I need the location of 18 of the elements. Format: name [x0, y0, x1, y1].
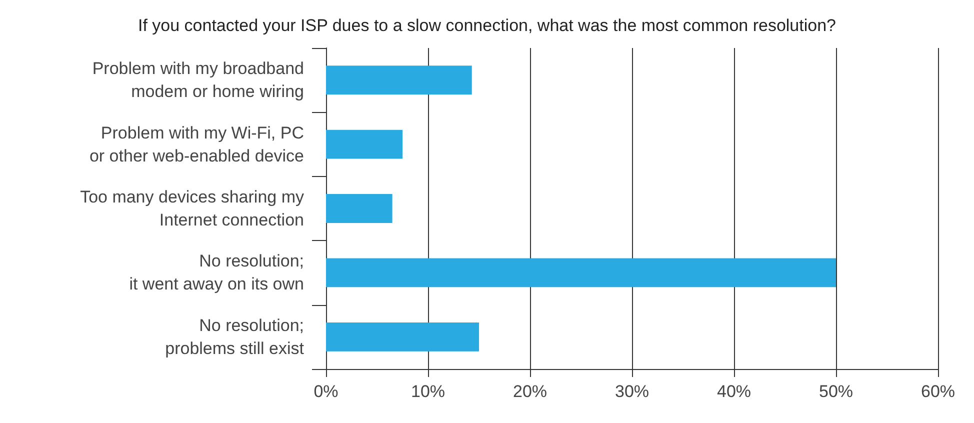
x-tick-label: 30%: [614, 382, 650, 401]
x-tick-label: 40%: [716, 382, 752, 401]
bar: [326, 66, 472, 95]
bar: [326, 322, 479, 352]
x-tick-label: 20%: [512, 382, 548, 401]
y-tick-label: No resolution; problems still exist: [165, 316, 304, 358]
y-tick-label: Problem with my Wi-Fi, PC or other web-enabled device: [89, 123, 304, 166]
x-tick-label: 50%: [818, 382, 854, 401]
bar: [326, 130, 402, 159]
x-tick-label: 0%: [314, 382, 338, 401]
y-tick-label: Too many devices sharing my Internet connection: [80, 188, 304, 230]
y-tick-label: No resolution; it went away on its own: [129, 252, 304, 294]
x-tick-label: 10%: [410, 382, 446, 401]
chart-title: If you contacted your ISP dues to a slow connection, what was the most common resolution?: [138, 16, 836, 35]
bar: [326, 194, 392, 223]
y-tick-label: Problem with my broadband modem or home wiring: [92, 59, 304, 102]
x-tick-label: 60%: [920, 382, 956, 401]
bar: [326, 258, 836, 288]
